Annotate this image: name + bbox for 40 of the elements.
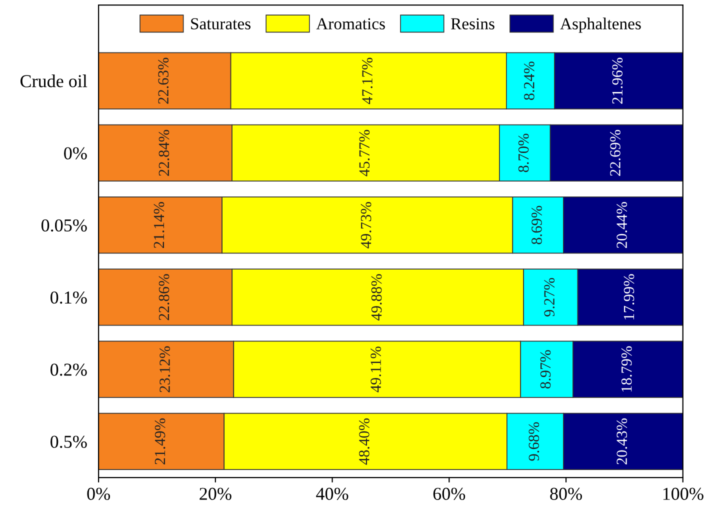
legend-label: Saturates [191, 18, 250, 30]
data-label: 20.43% [616, 418, 628, 464]
data-label: 8.24% [524, 62, 534, 100]
data-label: 22.69% [610, 130, 620, 176]
data-label: 21.96% [612, 58, 623, 104]
data-label: 21.49% [154, 418, 166, 464]
legend-label: Aromatics [316, 18, 385, 30]
data-label: 22.63% [158, 58, 169, 104]
data-label: 21.14% [154, 202, 164, 248]
x-tick-label: 80% [550, 488, 582, 500]
data-label: 8.97% [540, 350, 551, 388]
data-label: 49.11% [370, 346, 382, 392]
data-label: 22.84% [158, 130, 170, 176]
x-tick-label: 60% [433, 488, 466, 500]
x-tick-label: 0% [87, 488, 110, 500]
legend-label: Resins [451, 18, 494, 30]
legend-label: Asphaltenes [560, 18, 641, 33]
x-tick-label: 20% [200, 488, 232, 500]
data-label: 22.86% [158, 274, 170, 320]
data-label: 49.73% [360, 202, 372, 248]
data-label: 9.27% [544, 278, 555, 316]
data-label: 20.44% [616, 202, 628, 248]
x-tick-label: 100% [663, 488, 704, 500]
data-label: 48.40% [359, 418, 370, 465]
data-label: 17.99% [624, 274, 634, 320]
y-tick-label: Crude oil [20, 74, 88, 88]
data-label: 8.69% [532, 206, 542, 244]
x-tick-label: 40% [316, 488, 348, 500]
data-label: 18.79% [621, 346, 632, 392]
data-label: 45.77% [359, 130, 370, 176]
data-label: 49.88% [371, 274, 382, 320]
y-tick-label: 0.2% [50, 364, 87, 376]
y-tick-label: 0.5% [50, 436, 87, 448]
y-tick-label: 0.1% [50, 291, 87, 304]
y-tick-label: 0.05% [42, 219, 87, 232]
y-tick-label: 0% [64, 147, 87, 160]
data-label: 9.68% [528, 422, 540, 461]
data-label: 47.17% [362, 58, 372, 104]
data-label: 23.12% [160, 346, 170, 392]
data-label: 8.70% [518, 134, 529, 172]
